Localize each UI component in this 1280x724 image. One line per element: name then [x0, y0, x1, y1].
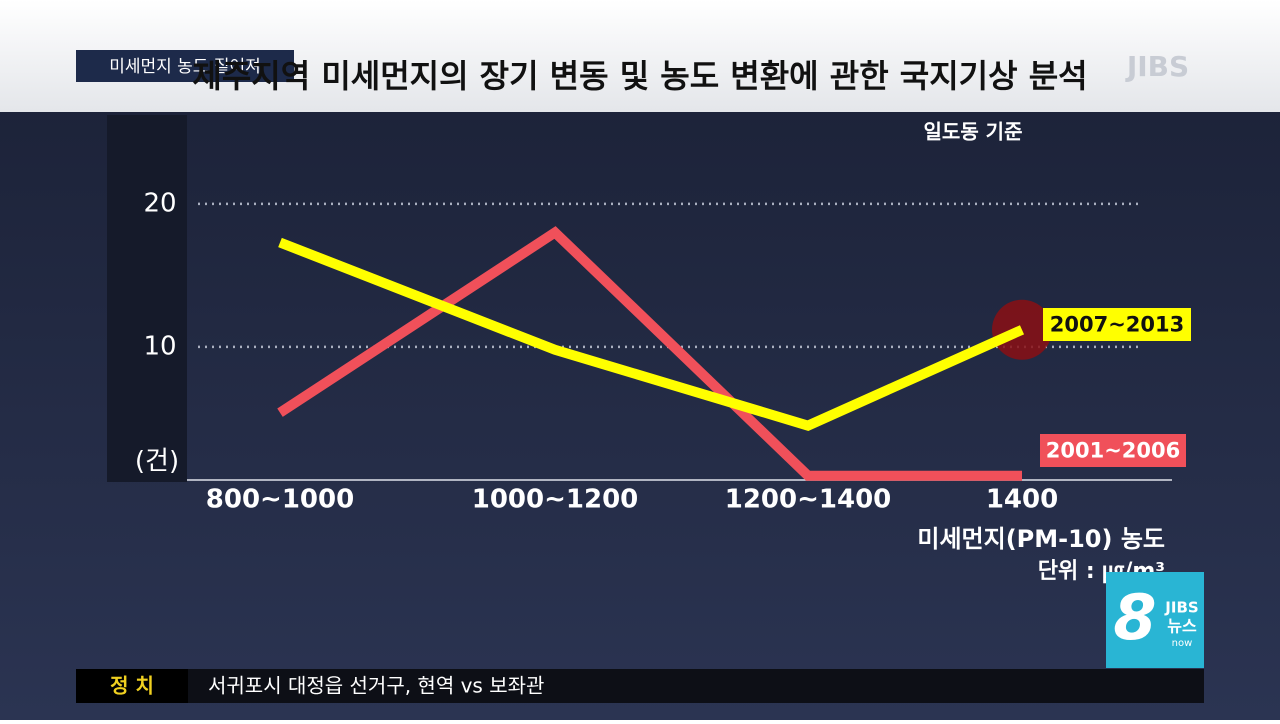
header-tag-box: [76, 50, 294, 82]
badge-sub: now: [1172, 638, 1193, 649]
x-tick-label: 1000~1200: [472, 485, 639, 515]
badge-box: [1106, 572, 1204, 668]
ticker-bar: [76, 669, 1204, 703]
series-line: [277, 226, 1022, 481]
ticker-text: 서귀포시 대정읍 선거구, 현역 vs 보좌관: [208, 674, 544, 698]
y-tick-label: 10: [143, 331, 176, 361]
x-tick-label: 800~1000: [206, 485, 354, 515]
y-axis-panel: [107, 115, 187, 482]
badge-number: 8: [1113, 581, 1156, 654]
series-line: [278, 237, 1025, 431]
legend-box: [1043, 308, 1191, 341]
subtitle: 일도동 기준: [924, 120, 1023, 144]
ticker-category-box: [76, 669, 188, 703]
y-axis-label: (건): [135, 447, 179, 477]
chart-title: 제주지역 미세먼지의 장기 변동 및 농도 변환에 관한 국지기상 분석: [192, 57, 1087, 95]
ticker-category: 정 치: [110, 674, 154, 698]
x-tick-label: 1200~1400: [725, 485, 892, 515]
legend-label: 2001~2006: [1046, 439, 1181, 463]
x-tick-label: 1400: [986, 485, 1058, 515]
legend-box: [1040, 434, 1186, 467]
header-tag: 미세먼지 농도 짙어져: [109, 57, 261, 77]
badge-brand: JIBS: [1164, 599, 1198, 617]
x-axis-label: 미세먼지(PM-10) 농도: [917, 525, 1165, 553]
legend-label: 2007~2013: [1050, 313, 1185, 337]
logo: JIBS: [1125, 50, 1189, 83]
badge-label: 뉴스: [1167, 617, 1197, 636]
y-tick-label: 20: [143, 188, 176, 218]
